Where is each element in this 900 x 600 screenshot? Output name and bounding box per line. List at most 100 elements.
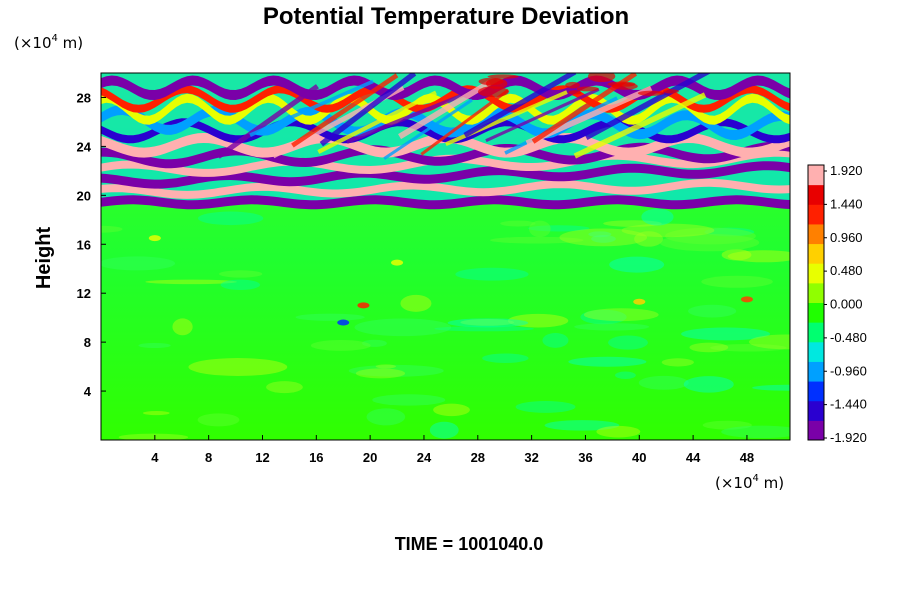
colorbar-swatch (808, 381, 824, 402)
colorbar-swatch (808, 282, 824, 303)
x-tick-label: 32 (524, 450, 538, 465)
stratosphere-bands (101, 73, 790, 210)
field-blob (219, 270, 263, 278)
field-blob (172, 318, 193, 336)
field-blob (482, 353, 529, 363)
field-blob (348, 364, 444, 377)
field-spot (148, 235, 161, 242)
wave-streak (420, 88, 510, 156)
colorbar-tick-label: -0.480 (830, 330, 867, 345)
field-blob (727, 250, 790, 263)
wave-band (101, 161, 790, 189)
field-blob (544, 420, 620, 431)
field-blob (574, 323, 650, 331)
y-tick-label: 28 (77, 90, 91, 105)
field-blob (220, 279, 261, 291)
field-blob (588, 231, 612, 238)
colorbar-tick-label: -1.440 (830, 397, 867, 412)
field-spot (633, 298, 646, 305)
wave-streak (319, 73, 417, 147)
field-blob (659, 233, 760, 252)
hot-spot (478, 77, 504, 86)
field-blob (748, 334, 790, 350)
field-blob (515, 401, 576, 413)
field-blob (355, 368, 406, 379)
hot-spot (607, 81, 636, 87)
wave-streak (291, 73, 399, 148)
hot-spot (576, 86, 599, 92)
colorbar-tick-label: 0.480 (830, 263, 863, 278)
colorbar-tick-label: 0.000 (830, 297, 863, 312)
field-blob (500, 220, 536, 227)
y-tick-label: 4 (84, 384, 92, 399)
field-blob (621, 223, 715, 238)
field-blob (661, 358, 694, 367)
field-blob (542, 333, 569, 348)
field-blob (375, 364, 397, 369)
colorbar-swatch (808, 263, 824, 284)
field-blob (455, 267, 529, 281)
field-blob (433, 403, 470, 417)
field-blob (447, 318, 529, 328)
troposphere-detail (101, 208, 790, 440)
field-blob (580, 309, 627, 325)
colorbar-swatch (808, 400, 824, 421)
x-tick-label: 28 (471, 450, 485, 465)
field-blob (559, 228, 648, 247)
colorbar-swatch (808, 341, 824, 362)
field-blob (704, 227, 755, 237)
field-blob (583, 308, 659, 322)
hot-spot (487, 74, 519, 79)
plot-frame (100, 72, 791, 441)
colorbar-swatch (808, 204, 824, 225)
colorbar-swatch (808, 165, 824, 186)
x-tick-label: 20 (363, 450, 377, 465)
chart-title: Potential Temperature Deviation (263, 3, 629, 30)
wave-streak (463, 73, 577, 138)
wave-streak (249, 79, 374, 137)
wave-streak (317, 90, 437, 154)
colorbar (807, 164, 825, 441)
y-tick-label: 16 (77, 237, 91, 252)
wave-streak (383, 98, 473, 160)
colorbar-frame (807, 164, 825, 441)
x-tick-label: 48 (740, 450, 754, 465)
field-blob (362, 339, 387, 347)
x-tick-label: 12 (255, 450, 269, 465)
colorbar-tick-label: -0.960 (830, 363, 867, 378)
field-blob (460, 319, 515, 326)
field-blob (145, 279, 237, 285)
x-tick-label: 36 (578, 450, 592, 465)
field-blob (710, 344, 787, 352)
field-spot (357, 302, 370, 309)
wave-streak (216, 84, 319, 159)
field-blob (138, 342, 171, 349)
field-blob (434, 326, 534, 332)
wave-band (101, 133, 790, 158)
colorbar-swatch (808, 361, 824, 382)
y-tick-label: 8 (84, 335, 91, 350)
field-blob (568, 356, 647, 367)
field-blob (528, 225, 590, 232)
field-blob (310, 339, 371, 351)
field-spot (337, 319, 350, 326)
x-tick-label: 16 (309, 450, 323, 465)
field-blob (295, 313, 365, 321)
field-blob (688, 304, 737, 318)
field-blob (198, 211, 264, 226)
field-blob (266, 381, 303, 394)
field-blob (634, 231, 664, 247)
colorbar-tick-label: -1.920 (830, 430, 867, 445)
y-axis: 4 8 12 16 20 24 28 (77, 90, 106, 399)
field-blob (681, 327, 771, 341)
y-unit-label: (×104 m) (14, 33, 83, 52)
wave-band (101, 75, 790, 100)
field-blob (702, 420, 752, 430)
wave-band (101, 195, 790, 210)
hot-spot (662, 89, 679, 94)
hot-spot (637, 90, 665, 96)
colorbar-swatch (808, 223, 824, 245)
y-tick-label: 12 (77, 286, 91, 301)
field-spot (740, 296, 753, 303)
field-blob (701, 275, 773, 288)
